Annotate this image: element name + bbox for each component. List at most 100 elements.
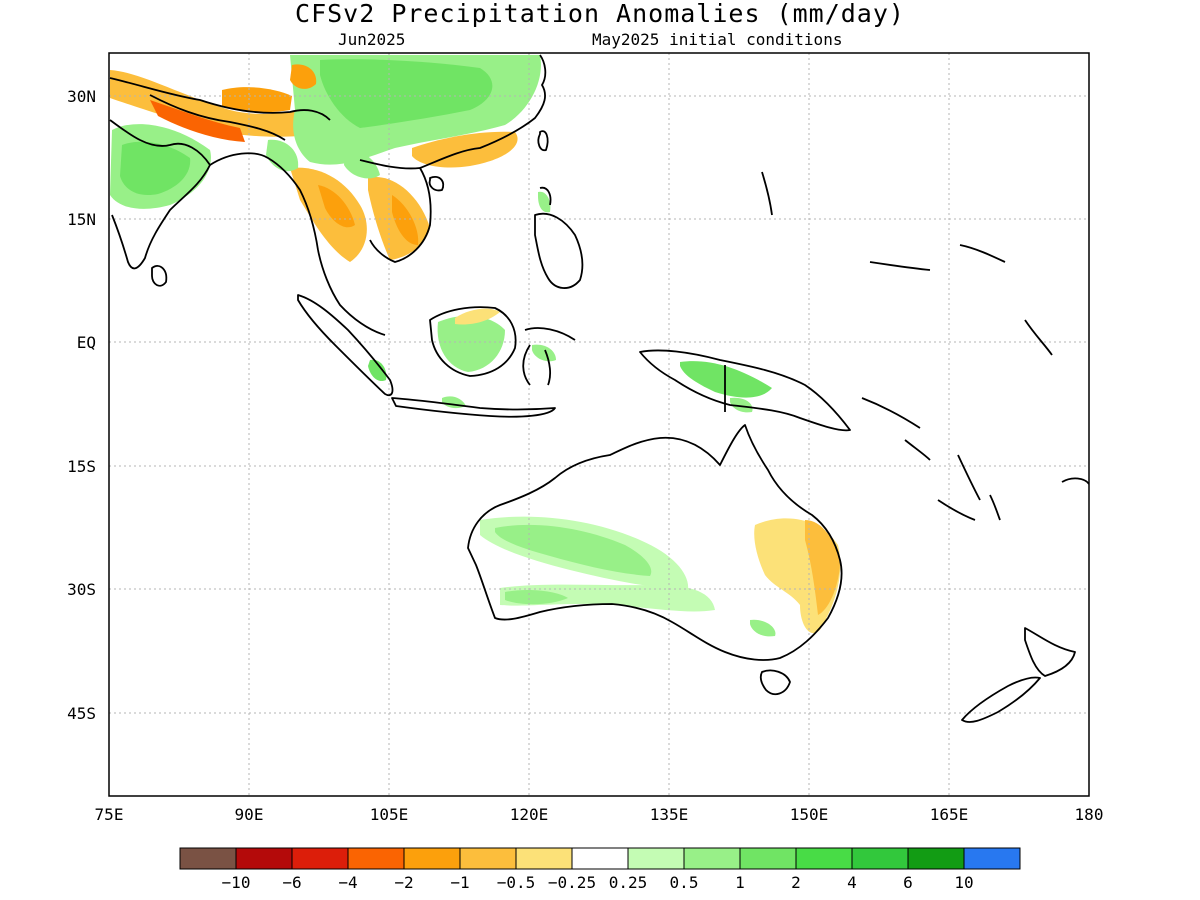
anomaly-shading (110, 55, 841, 637)
colorbar-swatch (571, 847, 629, 870)
coast-australia (467, 424, 843, 661)
coast-taiwan (537, 130, 549, 152)
colorbar-swatch (403, 847, 461, 870)
colorbar-swatch (347, 847, 405, 870)
coast-sumatra (297, 294, 394, 397)
chart-title: CFSv2 Precipitation Anomalies (mm/day) (295, 0, 905, 28)
shade-borneo-dry (455, 308, 500, 325)
colorbar-swatch (739, 847, 797, 870)
coast-fiji (1061, 477, 1089, 485)
lon-label-150e: 150E (790, 805, 829, 824)
colorbar-swatch (683, 847, 741, 870)
colorbar-label: 0.25 (609, 873, 648, 892)
coast-tibet-border (149, 94, 286, 141)
lat-label-30s: 30S (67, 580, 96, 599)
lat-label-45s: 45S (67, 704, 96, 723)
colorbar-swatch (179, 847, 237, 870)
lat-label-15n: 15N (67, 210, 96, 229)
colorbar: −10 −6 −4 −2 −1 −0.5 −0.25 0.25 0.5 1 2 4 6 10 (179, 847, 1021, 892)
coast-bay-bengal (209, 152, 319, 251)
shade-australia-south-wet (500, 584, 715, 612)
colorbar-label: 6 (903, 873, 913, 892)
shade-himalaya-dry (110, 70, 335, 137)
colorbar-label: 4 (847, 873, 857, 892)
initial-conditions: May2025 initial conditions (592, 30, 843, 49)
shade-china-wet-core (320, 59, 493, 128)
shade-tibet-dry (222, 87, 292, 113)
shade-india-west-wet-inner (120, 141, 191, 196)
coast-java (391, 397, 556, 418)
coast-tasmania (759, 669, 791, 696)
lon-label-90e: 90E (235, 805, 264, 824)
coast-newcaledonia (937, 499, 976, 521)
shade-victoria-wet (750, 619, 776, 637)
coast-himalaya-border (109, 77, 331, 121)
shade-sichuan-dry (290, 64, 317, 89)
shade-south-china-dry (412, 131, 518, 168)
coast-micronesia (761, 171, 1053, 356)
lat-label-15s: 15S (67, 457, 96, 476)
coast-solomon (861, 397, 931, 461)
shade-sulawesi-wet (532, 344, 556, 362)
coast-indochina (317, 159, 432, 336)
lon-label-105e: 105E (370, 805, 409, 824)
map-grid (109, 53, 1089, 796)
colorbar-swatch (291, 847, 349, 870)
colorbar-swatch (515, 847, 573, 870)
colorbar-label: −2 (394, 873, 413, 892)
lon-label-180: 180 (1075, 805, 1104, 824)
colorbar-label: −0.25 (548, 873, 596, 892)
shade-himalaya-dry-core (150, 100, 245, 142)
shade-queensland-dry-core (805, 520, 840, 615)
coast-china-south (419, 54, 547, 169)
coast-vanuatu (957, 454, 1001, 521)
lon-label-165e: 165E (930, 805, 969, 824)
coast-hainan (428, 176, 445, 192)
lon-labels: 75E 90E 105E 120E 135E 150E 165E 180 (95, 805, 1104, 824)
shade-australia-south-wet-core (505, 590, 568, 605)
coast-borneo (429, 306, 517, 377)
colorbar-label: 10 (954, 873, 973, 892)
colorbar-label: −10 (222, 873, 251, 892)
lon-label-135e: 135E (650, 805, 689, 824)
shade-borneo-wet (437, 315, 505, 372)
colorbar-swatch (963, 847, 1021, 870)
shade-laos-wet (344, 149, 380, 179)
coast-philippines (534, 186, 584, 289)
colorbar-swatch (907, 847, 965, 870)
shade-indochina-dry (290, 167, 367, 262)
colorbar-label: 2 (791, 873, 801, 892)
colorbar-swatch (459, 847, 517, 870)
map-frame (108, 52, 1090, 797)
shade-sumatra-wet (368, 359, 387, 382)
shade-newguinea-south-wet (730, 397, 753, 413)
colorbar-label: −0.5 (497, 873, 536, 892)
colorbar-swatch (795, 847, 853, 870)
coast-newzealand-south (961, 676, 1041, 723)
colorbar-swatch (627, 847, 685, 870)
forecast-month: Jun2025 (338, 30, 406, 49)
coast-newzealand-north (1024, 627, 1076, 677)
lat-label-eq: EQ (77, 333, 96, 352)
coast-newguinea (639, 349, 851, 432)
shade-indochina-dry-core (318, 185, 355, 228)
coast-sulawesi (522, 327, 576, 386)
shade-vietnam-dry-core (392, 195, 419, 245)
lon-label-75e: 75E (95, 805, 124, 824)
colorbar-label: 0.5 (670, 873, 699, 892)
colorbar-swatch (851, 847, 909, 870)
colorbar-label: −6 (282, 873, 301, 892)
lat-label-30n: 30N (67, 87, 96, 106)
colorbar-label: −4 (338, 873, 357, 892)
colorbar-swatch (235, 847, 293, 870)
shade-bangladesh-wet (266, 139, 299, 172)
shade-newguinea-wet (680, 361, 772, 398)
coast-srilanka (151, 265, 168, 287)
colorbar-label: 1 (735, 873, 745, 892)
colorbar-label: −1 (450, 873, 469, 892)
lon-label-120e: 120E (510, 805, 549, 824)
coastlines (109, 54, 1089, 723)
shade-mindanao-wet (538, 191, 551, 213)
lat-labels: 30N 15N EQ 15S 30S 45S (67, 87, 96, 723)
